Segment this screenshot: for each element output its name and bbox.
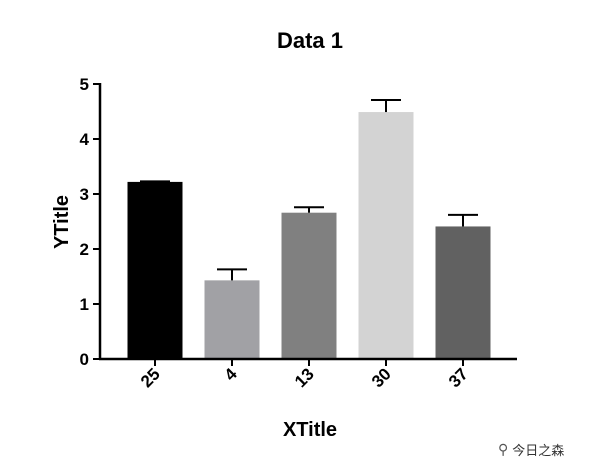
y-tick-label-1: 1	[80, 295, 89, 314]
y-tick-label-2: 2	[80, 240, 89, 259]
error-bars-group	[140, 98, 478, 281]
bar-30	[358, 112, 414, 359]
y-tick-label-4: 4	[80, 130, 90, 149]
bar-25	[127, 181, 183, 359]
watermark: ⚲ 今日之森	[498, 440, 565, 460]
wechat-icon: ⚲	[498, 441, 509, 458]
bar-13	[281, 212, 337, 359]
bar-37	[435, 226, 491, 359]
x-tick-label-30: 30	[368, 364, 395, 391]
bar-4	[204, 280, 260, 359]
x-tick-label-4: 4	[221, 364, 242, 385]
x-axis-title: XTitle	[283, 419, 337, 441]
x-tick-label-37: 37	[445, 364, 472, 391]
x-tick-label-13: 13	[291, 364, 318, 391]
x-tick-label-25: 25	[137, 364, 164, 391]
y-tick-label-5: 5	[80, 75, 89, 94]
y-axis-title: YTitle	[51, 195, 73, 249]
y-tick-label-0: 0	[80, 350, 89, 369]
chart-title: Data 1	[277, 28, 343, 53]
y-tick-label-3: 3	[80, 185, 89, 204]
watermark-text: 今日之森	[512, 444, 565, 459]
bars-group	[127, 112, 491, 359]
